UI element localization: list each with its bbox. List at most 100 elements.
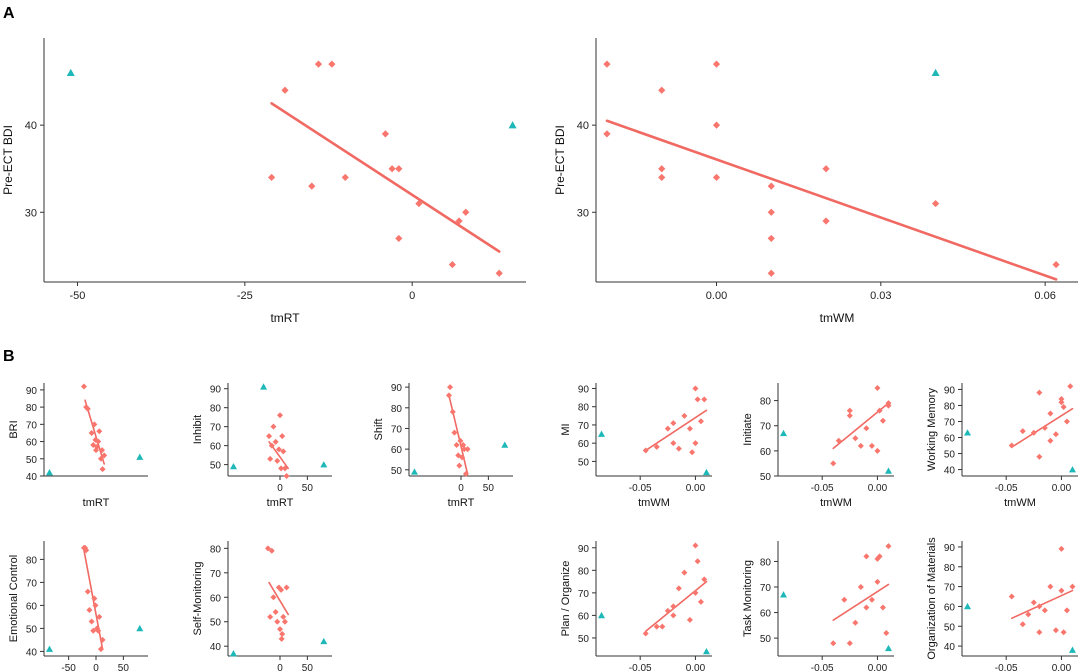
data-point xyxy=(822,165,830,173)
y-tick-label: 30 xyxy=(25,207,37,219)
data-point xyxy=(830,460,837,467)
chart-B_BRI: 40 50 60 70 80 90 tmRT BRI xyxy=(8,383,148,509)
y-tick-label: 40 xyxy=(26,472,38,483)
data-point xyxy=(267,455,274,462)
data-point xyxy=(767,269,775,277)
data-point xyxy=(91,421,98,428)
data-point xyxy=(86,607,93,613)
y-tick-label: 50 xyxy=(944,450,956,461)
data-point xyxy=(1008,442,1015,449)
y-tick-label: 70 xyxy=(210,569,222,580)
y-tick-label: 40 xyxy=(26,647,38,658)
y-tick-label: 60 xyxy=(944,434,956,445)
y-axis-title: Emotional Control xyxy=(8,555,20,642)
data-point xyxy=(1041,424,1048,431)
outlier-point xyxy=(229,650,237,657)
data-point xyxy=(658,165,666,173)
data-point xyxy=(99,636,106,643)
x-tick-label: 0.00 xyxy=(686,663,706,672)
data-point xyxy=(642,447,649,454)
y-tick-label: 50 xyxy=(760,634,772,645)
y-tick-label: 60 xyxy=(760,609,772,620)
y-tick-label: 40 xyxy=(25,120,37,132)
data-point xyxy=(96,428,103,435)
data-point xyxy=(97,455,104,462)
panel-label-b: B xyxy=(3,348,15,365)
data-point xyxy=(659,623,666,630)
outlier-point xyxy=(136,453,144,460)
outlier-point xyxy=(45,469,53,476)
regression-line xyxy=(605,119,1058,281)
outlier-point xyxy=(780,591,788,598)
data-point xyxy=(456,462,463,469)
data-point xyxy=(328,60,336,68)
data-point xyxy=(846,640,853,647)
data-point xyxy=(664,425,671,432)
outlier-point xyxy=(1068,646,1076,653)
x-tick-label: 0 xyxy=(277,663,283,672)
data-point xyxy=(701,396,708,403)
y-tick-label: 80 xyxy=(391,404,403,415)
data-point xyxy=(460,442,467,448)
data-point xyxy=(1047,437,1054,444)
data-point xyxy=(692,385,699,392)
data-point xyxy=(846,407,853,414)
data-point xyxy=(670,612,677,619)
data-point xyxy=(280,613,287,620)
data-point xyxy=(868,442,875,449)
data-point xyxy=(1030,429,1037,436)
data-point xyxy=(99,447,106,454)
data-point xyxy=(1063,418,1070,425)
y-tick-label: 50 xyxy=(391,466,403,477)
y-tick-label: 60 xyxy=(210,593,222,604)
x-tick-label: -50 xyxy=(61,663,76,672)
data-point xyxy=(675,585,682,592)
x-tick-label: 0.06 xyxy=(1034,290,1055,302)
y-tick-label: 60 xyxy=(391,445,403,456)
y-tick-label: 40 xyxy=(944,466,956,477)
outlier-point xyxy=(501,441,509,448)
data-point xyxy=(681,412,688,419)
data-point xyxy=(1036,603,1043,610)
data-point xyxy=(1069,583,1076,590)
data-point xyxy=(712,121,721,129)
x-tick-label: 50 xyxy=(483,483,495,494)
outlier-point xyxy=(964,602,972,610)
x-axis-title: tmRT xyxy=(267,497,294,509)
data-point xyxy=(1041,607,1048,614)
data-point xyxy=(277,626,283,633)
regression-line xyxy=(832,583,890,622)
data-point xyxy=(670,420,677,427)
data-point xyxy=(278,465,285,472)
data-point xyxy=(767,234,775,243)
data-point xyxy=(876,407,883,414)
data-point xyxy=(280,448,287,455)
data-point xyxy=(274,457,281,464)
data-point xyxy=(885,543,892,550)
data-point xyxy=(99,466,106,473)
y-tick-label: 90 xyxy=(578,384,590,395)
data-point xyxy=(264,545,271,552)
y-axis-title: Working Memory xyxy=(926,388,938,471)
outlier-point xyxy=(260,383,268,390)
data-point xyxy=(415,199,423,208)
data-point xyxy=(1036,389,1043,396)
y-tick-label: 70 xyxy=(760,583,772,594)
data-point xyxy=(692,589,699,596)
y-tick-label: 80 xyxy=(210,404,222,415)
x-tick-label: 50 xyxy=(118,663,130,672)
y-tick-label: 50 xyxy=(760,472,772,483)
y-tick-label: 70 xyxy=(210,423,222,434)
data-point xyxy=(462,208,470,216)
data-point xyxy=(822,217,830,225)
data-point xyxy=(1058,396,1065,403)
y-tick-label: 80 xyxy=(26,555,38,566)
chart-B_WorkingMemory: 40 50 60 70 80 90 -0.05 0.00 tmWM Working Memory xyxy=(926,383,1078,509)
chart-B_Inhibit: 50 60 70 80 90 0 50 tmRT Inhibit xyxy=(192,383,332,509)
y-tick-label: 90 xyxy=(26,386,38,397)
data-point xyxy=(1019,428,1026,435)
y-tick-label: 50 xyxy=(944,622,956,633)
data-point xyxy=(603,130,611,138)
regression-line xyxy=(268,581,290,616)
